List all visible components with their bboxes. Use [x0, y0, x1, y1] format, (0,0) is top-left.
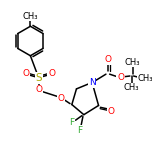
Text: F: F: [78, 126, 83, 135]
Text: S: S: [35, 73, 42, 83]
Text: O: O: [117, 73, 124, 82]
Text: CH₃: CH₃: [138, 74, 152, 83]
Text: O: O: [22, 69, 29, 78]
Text: F: F: [69, 118, 74, 128]
Text: O: O: [108, 107, 115, 116]
Text: N: N: [89, 78, 95, 87]
Text: O: O: [48, 69, 55, 78]
Text: CH₃: CH₃: [123, 83, 139, 92]
Text: O: O: [35, 85, 42, 94]
Text: CH₃: CH₃: [23, 12, 38, 21]
Text: O: O: [104, 55, 111, 64]
Text: O: O: [57, 94, 64, 103]
Text: CH₃: CH₃: [125, 58, 140, 67]
